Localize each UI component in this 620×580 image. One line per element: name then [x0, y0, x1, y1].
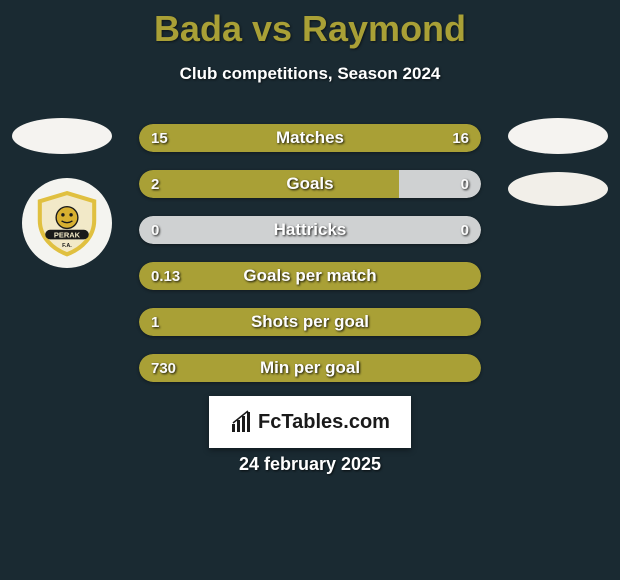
- brand-badge[interactable]: FcTables.com: [209, 396, 411, 448]
- subtitle: Club competitions, Season 2024: [0, 64, 620, 84]
- stat-label: Goals per match: [139, 262, 481, 290]
- bars-chart-icon: [230, 410, 254, 434]
- stat-row: 1Shots per goal: [139, 308, 481, 336]
- crest-icon: PERAK F.A.: [33, 189, 101, 257]
- stat-label: Shots per goal: [139, 308, 481, 336]
- club-badge-right: [508, 172, 608, 206]
- stat-label: Goals: [139, 170, 481, 198]
- club-crest-left: PERAK F.A.: [22, 178, 112, 268]
- svg-text:PERAK: PERAK: [54, 230, 81, 239]
- stat-row: 730Min per goal: [139, 354, 481, 382]
- page-title: Bada vs Raymond: [0, 0, 620, 50]
- player-avatar-left: [12, 118, 112, 154]
- footer-date: 24 february 2025: [0, 454, 620, 475]
- stat-row: 0.13Goals per match: [139, 262, 481, 290]
- stat-label: Min per goal: [139, 354, 481, 382]
- stat-label: Matches: [139, 124, 481, 152]
- comparison-chart: 1516Matches 20Goals 00Hattricks 0.13Goals p…: [139, 124, 481, 400]
- stat-row: 20Goals: [139, 170, 481, 198]
- player-avatar-right: [508, 118, 608, 154]
- stat-row: 00Hattricks: [139, 216, 481, 244]
- brand-text: FcTables.com: [258, 411, 390, 434]
- svg-text:F.A.: F.A.: [62, 243, 72, 249]
- stat-row: 1516Matches: [139, 124, 481, 152]
- stat-label: Hattricks: [139, 216, 481, 244]
